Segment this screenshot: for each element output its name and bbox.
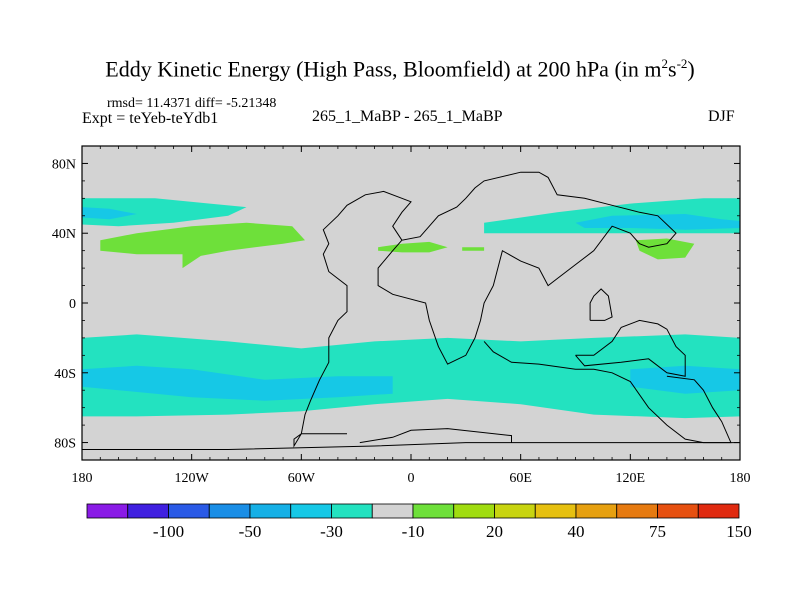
- coastlines: [82, 171, 740, 450]
- colorbar-box-1: [127, 503, 169, 519]
- case-label: 265_1_MaBP - 265_1_MaBP: [312, 108, 503, 125]
- coastline-0: [293, 171, 677, 448]
- contour-region-4: [82, 207, 137, 220]
- colorbar-label: -30: [320, 522, 343, 541]
- colorbar-box-2: [168, 503, 210, 519]
- y-tick-label: 80S: [54, 437, 76, 452]
- coastline-5: [359, 428, 512, 444]
- colorbar-box-0: [86, 503, 129, 519]
- x-axis: 180 120W 60W 0 60E 120E 180: [72, 146, 751, 486]
- colorbar-box-4: [249, 503, 292, 519]
- colorbar-label: -100: [153, 522, 184, 541]
- colorbar-box-8: [412, 503, 455, 519]
- y-tick-label: 40N: [52, 227, 76, 242]
- contour-region-7: [100, 222, 305, 269]
- colorbar-box-12: [575, 503, 618, 519]
- x-tick-label: 180: [72, 471, 93, 486]
- contour-region-10: [635, 238, 695, 260]
- y-tick-label: 40S: [54, 367, 76, 382]
- colorbar-box-9: [453, 503, 495, 519]
- colorbar-box-13: [616, 503, 658, 519]
- x-tick-label: 60W: [288, 471, 316, 486]
- contour-region-3: [82, 198, 247, 227]
- colorbar-label: 150: [726, 522, 752, 541]
- coastline-4: [82, 442, 740, 450]
- coastline-3: [483, 341, 732, 444]
- y-axis: 80N 40N 0 40S 80S: [52, 145, 740, 461]
- colorbar-box-14: [657, 503, 699, 519]
- contour-region-9: [462, 247, 485, 251]
- experiment-label: Expt = teYeb-teYdb1: [82, 110, 219, 127]
- colorbar-label: -50: [239, 522, 262, 541]
- colorbar: -100 -50 -30 -10 20 40 75 150: [86, 503, 752, 541]
- coastline-2: [575, 319, 686, 377]
- colorbar-label: 40: [568, 522, 585, 541]
- colorbar-box-15: [697, 503, 740, 519]
- colorbar-box-5: [290, 503, 332, 519]
- y-tick-label: 0: [69, 297, 76, 312]
- x-tick-label: 120E: [616, 471, 646, 486]
- colorbar-box-6: [331, 503, 373, 519]
- colorbar-label: 75: [649, 522, 666, 541]
- contour-region-2: [630, 365, 740, 394]
- colorbar-label: -10: [402, 522, 425, 541]
- x-tick-label: 120W: [175, 471, 210, 486]
- coastline-1: [589, 288, 613, 321]
- x-tick-label: 180: [730, 471, 751, 486]
- colorbar-box-11: [534, 503, 577, 519]
- x-tick-label: 60E: [509, 471, 532, 486]
- contour-region-1: [82, 365, 393, 401]
- rmsd-diff-label: rmsd= 11.4371 diff= -5.21348: [107, 96, 277, 111]
- season-label: DJF: [708, 108, 735, 125]
- colorbar-label: 20: [486, 522, 503, 541]
- colorbar-box-3: [208, 503, 251, 519]
- colorbar-box-7: [371, 503, 414, 519]
- contour-region-6: [575, 214, 740, 230]
- y-tick-label: 80N: [52, 157, 76, 172]
- x-tick-label: 0: [408, 471, 415, 486]
- contour-region-8: [378, 241, 448, 253]
- colorbar-box-10: [494, 503, 536, 519]
- chart-title: Eddy Kinetic Energy (High Pass, Bloomfie…: [105, 56, 695, 82]
